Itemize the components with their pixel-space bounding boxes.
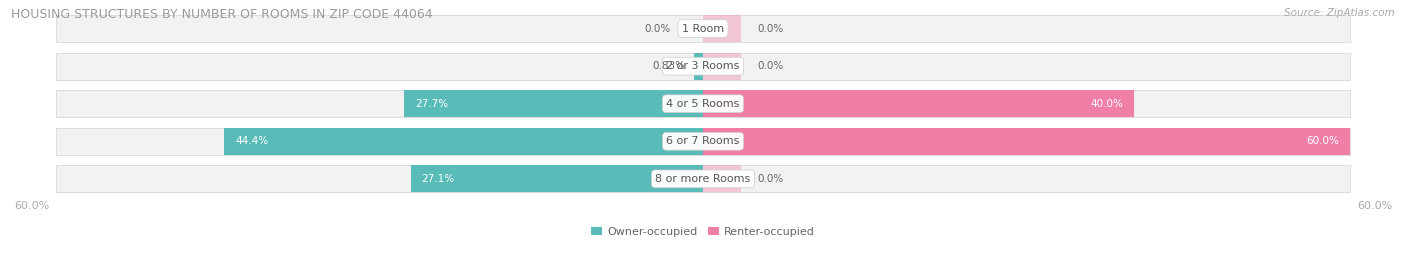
Bar: [703, 90, 1135, 117]
Bar: [703, 53, 741, 80]
Text: 8 or more Rooms: 8 or more Rooms: [655, 174, 751, 184]
Text: 1 Room: 1 Room: [682, 24, 724, 34]
Bar: [56, 90, 1350, 117]
Text: 6 or 7 Rooms: 6 or 7 Rooms: [666, 136, 740, 146]
Bar: [695, 53, 703, 80]
Text: 0.0%: 0.0%: [756, 174, 783, 184]
Text: 0.0%: 0.0%: [756, 61, 783, 71]
Text: 4 or 5 Rooms: 4 or 5 Rooms: [666, 99, 740, 109]
Bar: [703, 128, 1350, 155]
Text: 40.0%: 40.0%: [1091, 99, 1123, 109]
Bar: [411, 165, 703, 192]
Text: 27.7%: 27.7%: [415, 99, 449, 109]
Text: 60.0%: 60.0%: [1306, 136, 1340, 146]
Bar: [703, 165, 741, 192]
Text: 60.0%: 60.0%: [14, 201, 49, 211]
Text: HOUSING STRUCTURES BY NUMBER OF ROOMS IN ZIP CODE 44064: HOUSING STRUCTURES BY NUMBER OF ROOMS IN…: [11, 8, 433, 21]
Bar: [405, 90, 703, 117]
Bar: [56, 53, 1350, 80]
Bar: [56, 15, 1350, 42]
Bar: [56, 165, 1350, 192]
Text: 27.1%: 27.1%: [422, 174, 454, 184]
Text: 0.0%: 0.0%: [756, 24, 783, 34]
Text: 44.4%: 44.4%: [235, 136, 269, 146]
Text: Source: ZipAtlas.com: Source: ZipAtlas.com: [1284, 8, 1395, 18]
Text: 0.83%: 0.83%: [652, 61, 685, 71]
Bar: [224, 128, 703, 155]
Text: 2 or 3 Rooms: 2 or 3 Rooms: [666, 61, 740, 71]
Bar: [703, 15, 741, 42]
Text: 60.0%: 60.0%: [1357, 201, 1392, 211]
Text: 0.0%: 0.0%: [644, 24, 671, 34]
Legend: Owner-occupied, Renter-occupied: Owner-occupied, Renter-occupied: [586, 222, 820, 242]
Bar: [56, 128, 1350, 155]
